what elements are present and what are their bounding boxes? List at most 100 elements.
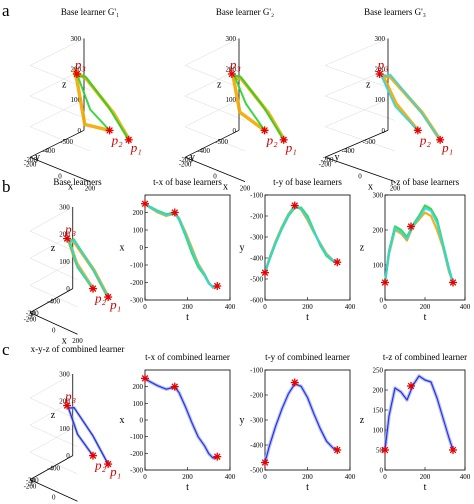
- y-axis-label: x: [120, 243, 125, 254]
- grid-line: [184, 68, 246, 121]
- z-tick-label: 0: [233, 127, 237, 135]
- point-label-p1: p₁: [441, 140, 453, 155]
- y-tick-label: -400: [47, 465, 60, 473]
- key-point-marker-stroke: [104, 293, 112, 301]
- key-point-marker-stroke: [213, 453, 221, 460]
- panel-c2: t-x of combined learner 0 200 400 -300 -200 -1…: [120, 352, 236, 493]
- key-point-marker: [213, 452, 222, 461]
- x-axis-label: t: [186, 482, 189, 493]
- panel-title: t-z of combined learner: [383, 352, 467, 362]
- key-point-marker: [170, 382, 179, 391]
- z-axis-label: z: [51, 243, 56, 254]
- y-tick-label: 50: [376, 447, 384, 455]
- y-tick-label: 100: [373, 427, 384, 435]
- z-tick-label: 100: [59, 258, 70, 266]
- key-point-marker-stroke: [414, 127, 422, 134]
- key-point-marker: [261, 458, 269, 467]
- series-line-green: [68, 238, 110, 299]
- y-tick-label: -500: [215, 138, 228, 146]
- point-label-p1: p₁: [130, 140, 142, 155]
- z-tick-label: 200: [59, 398, 70, 406]
- point-label-p2: p₂: [266, 132, 279, 147]
- key-point-marker: [63, 401, 72, 410]
- z-tick-label: 200: [71, 66, 82, 74]
- point-label-p2: p₂: [94, 458, 107, 473]
- panel-title: Base learner G'₂: [216, 7, 274, 17]
- key-point-marker-stroke: [291, 202, 299, 209]
- key-point-marker-stroke: [171, 209, 179, 216]
- x-tick-label: 0: [213, 172, 217, 180]
- x-tick-label: 200: [182, 473, 193, 481]
- z-tick-label: 100: [375, 96, 386, 104]
- row-label-a: a: [2, 1, 10, 20]
- y-tick-label: 200: [133, 209, 144, 217]
- point-label-p3: p₃: [74, 57, 86, 72]
- series-line-green: [76, 75, 130, 141]
- x-tick-label: -200: [319, 160, 332, 168]
- key-point-marker-stroke: [63, 235, 71, 242]
- series-line-cyan: [380, 73, 442, 141]
- key-point-marker-stroke: [213, 282, 221, 290]
- row-label-b: b: [2, 177, 11, 196]
- x-axis-label: x: [62, 502, 67, 504]
- y-tick-label: -300: [250, 417, 263, 425]
- y-tick-label: 0: [380, 297, 384, 305]
- x-axis-label: t: [306, 482, 309, 493]
- panel-title: t-y of base learners: [273, 177, 342, 187]
- key-point-marker-stroke: [449, 279, 457, 286]
- key-point-marker: [104, 460, 113, 469]
- key-point-marker: [449, 278, 457, 287]
- x-tick-label: 0: [143, 473, 147, 481]
- y-axis-label: y: [240, 415, 245, 426]
- key-point-marker-stroke: [261, 459, 269, 466]
- key-point-marker-stroke: [141, 200, 149, 208]
- series-line-orange: [231, 75, 287, 142]
- y-tick-label: 100: [133, 400, 144, 408]
- z-axis-label: z: [51, 410, 56, 421]
- point-label-p3: p₃: [64, 222, 76, 237]
- series-line-cyan: [263, 205, 338, 274]
- series-line-orange: [144, 202, 218, 289]
- panel-a2: Base learner G'₂ 0 100 200 300 -200 0 200 -500 -4…: [179, 7, 297, 193]
- point-label-p1: p₁: [109, 464, 121, 479]
- key-point-marker: [141, 374, 149, 383]
- key-point-marker: [279, 135, 288, 144]
- grid-line: [29, 68, 91, 121]
- key-point-marker: [407, 382, 415, 390]
- key-point-marker: [105, 126, 114, 135]
- panel-title: t-x of combined learner: [145, 352, 230, 362]
- y-tick-label: -400: [250, 255, 263, 263]
- y-axis: [29, 455, 73, 480]
- y-axis-label: y: [240, 243, 245, 254]
- panel-b3: t-y of base learners 0 200 400 -600 -500 -400 -…: [240, 177, 356, 323]
- x-tick-label: 400: [345, 473, 356, 481]
- x-axis-label: x: [223, 181, 228, 192]
- z-tick-label: 200: [59, 231, 70, 239]
- z-tick-label: 0: [78, 127, 82, 135]
- y-tick-label: -200: [26, 477, 39, 485]
- y-tick-label: 0: [380, 467, 384, 475]
- x-axis-label: t: [306, 312, 309, 323]
- y-tick-label: -300: [130, 467, 143, 475]
- z-tick-label: 100: [59, 425, 70, 433]
- x-tick-label: 0: [383, 303, 387, 311]
- x-tick-label: -200: [24, 483, 37, 491]
- y-tick-label: 100: [133, 227, 144, 235]
- key-point-marker: [381, 446, 389, 454]
- panel-a3: Base learners G'₃0100200300-2000200-500-…: [319, 7, 454, 193]
- z-axis-label: z: [217, 79, 222, 90]
- y-axis: [29, 129, 85, 158]
- point-label-p1: p₁: [285, 140, 297, 155]
- x-tick-label: 400: [460, 303, 471, 311]
- plot-frame: [264, 194, 351, 301]
- y-tick-label: 0: [140, 417, 144, 425]
- key-point-marker-stroke: [261, 127, 268, 134]
- key-point-marker-stroke: [381, 446, 389, 454]
- key-point-marker-stroke: [333, 258, 341, 266]
- y-tick-label: -500: [250, 467, 263, 475]
- key-point-marker-stroke: [106, 127, 113, 134]
- x-tick-label: 0: [143, 303, 147, 311]
- y-tick-label: -300: [130, 297, 143, 305]
- grid-line: [29, 38, 91, 91]
- y-tick-label: 0: [140, 244, 144, 252]
